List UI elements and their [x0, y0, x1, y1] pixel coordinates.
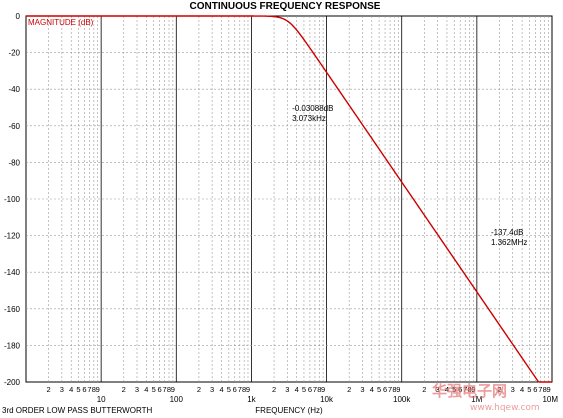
x-tick-label-decade: 10: [97, 395, 106, 404]
x-tick-label-minor: 4: [69, 385, 73, 394]
x-tick-label-minor: 7: [163, 385, 167, 394]
x-tick-label-minor: 2: [347, 385, 351, 394]
annotation-label: -137.4dB: [491, 228, 523, 237]
x-tick-label-minor: 9: [546, 385, 550, 394]
x-tick-label-minor: 6: [458, 385, 462, 394]
x-tick-label-minor: 8: [467, 385, 471, 394]
chart-title: CONTINUOUS FREQUENCY RESPONSE: [190, 1, 381, 12]
x-tick-label-minor: 5: [452, 385, 456, 394]
x-tick-label-minor: 5: [377, 385, 381, 394]
x-tick-label-minor: 4: [295, 385, 299, 394]
x-tick-label-minor: 6: [233, 385, 237, 394]
x-tick-label-decade: 10M: [542, 395, 558, 404]
legend-entry-magnitude: MAGNITUDE (dB): [28, 18, 94, 27]
x-tick-label-minor: 6: [82, 385, 86, 394]
x-tick-label-decade: 1k: [247, 395, 256, 404]
x-tick-label-minor: 4: [520, 385, 524, 394]
x-tick-label-decade: 10k: [320, 395, 334, 404]
watermark-text: 华强电子网: [432, 382, 507, 400]
x-tick-label-minor: 6: [383, 385, 387, 394]
x-tick-label-minor: 3: [60, 385, 64, 394]
x-tick-label-minor: 6: [158, 385, 162, 394]
annotation-label: -0.03088dB: [292, 104, 333, 113]
chart-subtitle-bottom-left: 3rd ORDER LOW PASS BUTTERWORTH: [2, 406, 152, 415]
y-tick-label: -120: [4, 232, 21, 241]
x-tick-label-minor: 8: [167, 385, 171, 394]
x-tick-label-minor: 9: [96, 385, 100, 394]
x-tick-label-minor: 4: [370, 385, 374, 394]
x-tick-label-minor: 9: [246, 385, 250, 394]
x-tick-label-minor: 4: [219, 385, 223, 394]
x-tick-label-minor: 7: [538, 385, 542, 394]
x-tick-label-minor: 7: [463, 385, 467, 394]
y-axis-tick-labels: 0 -20 -40 -60 -80 -100 -120 -140 -160 -180 -200: [4, 12, 21, 387]
y-tick-label: -80: [8, 158, 20, 167]
x-tick-label-minor: 8: [543, 385, 547, 394]
x-tick-label-minor: 8: [317, 385, 321, 394]
x-tick-label-minor: 5: [227, 385, 231, 394]
x-tick-label-minor: 2: [47, 385, 51, 394]
x-tick-label-minor: 3: [210, 385, 214, 394]
x-tick-label-minor: 8: [392, 385, 396, 394]
x-tick-label-minor: 2: [422, 385, 426, 394]
x-tick-label-minor: 3: [360, 385, 364, 394]
y-tick-label: -40: [8, 85, 20, 94]
series-line-magnitude: [26, 15, 552, 383]
x-tick-label-minor: 5: [527, 385, 531, 394]
y-tick-label: -200: [4, 378, 21, 387]
watermark-url: www.hqew.com: [470, 403, 540, 413]
x-tick-label-minor: 2: [197, 385, 201, 394]
series-layer: [26, 15, 552, 383]
x-tick-label-minor: 3: [511, 385, 515, 394]
y-tick-label: -60: [8, 122, 20, 131]
x-tick-label-minor: 7: [238, 385, 242, 394]
y-tick-label: 0: [16, 12, 21, 21]
y-tick-label: -100: [4, 195, 21, 204]
x-tick-label-decade: 100: [170, 395, 184, 404]
grid-lines: [26, 16, 552, 382]
x-tick-label-decade: 1M: [471, 395, 482, 404]
x-tick-label-minor: 2: [272, 385, 276, 394]
x-tick-label-minor: 2: [497, 385, 501, 394]
plot-area-frame: [25, 15, 553, 383]
x-tick-label-minor: 6: [308, 385, 312, 394]
x-axis-label: FREQUENCY (Hz): [255, 406, 323, 415]
y-tick-label: -180: [4, 341, 21, 350]
x-tick-label-minor: 9: [396, 385, 400, 394]
y-tick-label: -160: [4, 305, 21, 314]
x-tick-label-minor: 7: [388, 385, 392, 394]
x-tick-label-minor: 6: [533, 385, 537, 394]
annotation-label: 3.073kHz: [292, 114, 326, 123]
x-tick-label-minor: 8: [242, 385, 246, 394]
x-tick-label-minor: 8: [92, 385, 96, 394]
x-tick-label-minor: 3: [285, 385, 289, 394]
x-tick-label-minor: 9: [171, 385, 175, 394]
annotation-label: 1.362MHz: [491, 238, 527, 247]
x-tick-label-decade: 100k: [393, 395, 411, 404]
x-tick-label-minor: 5: [302, 385, 306, 394]
y-tick-label: -20: [8, 49, 20, 58]
x-tick-label-minor: 2: [122, 385, 126, 394]
y-tick-label: -140: [4, 268, 21, 277]
x-tick-label-minor: 9: [471, 385, 475, 394]
x-tick-label-minor: 4: [144, 385, 148, 394]
x-tick-label-minor: 5: [152, 385, 156, 394]
x-tick-label-minor: 3: [135, 385, 139, 394]
x-tick-label-minor: 5: [76, 385, 80, 394]
x-tick-label-minor: 3: [435, 385, 439, 394]
x-tick-label-minor: 4: [445, 385, 449, 394]
x-tick-label-minor: 7: [313, 385, 317, 394]
x-tick-label-minor: 7: [87, 385, 91, 394]
x-tick-label-minor: 9: [321, 385, 325, 394]
